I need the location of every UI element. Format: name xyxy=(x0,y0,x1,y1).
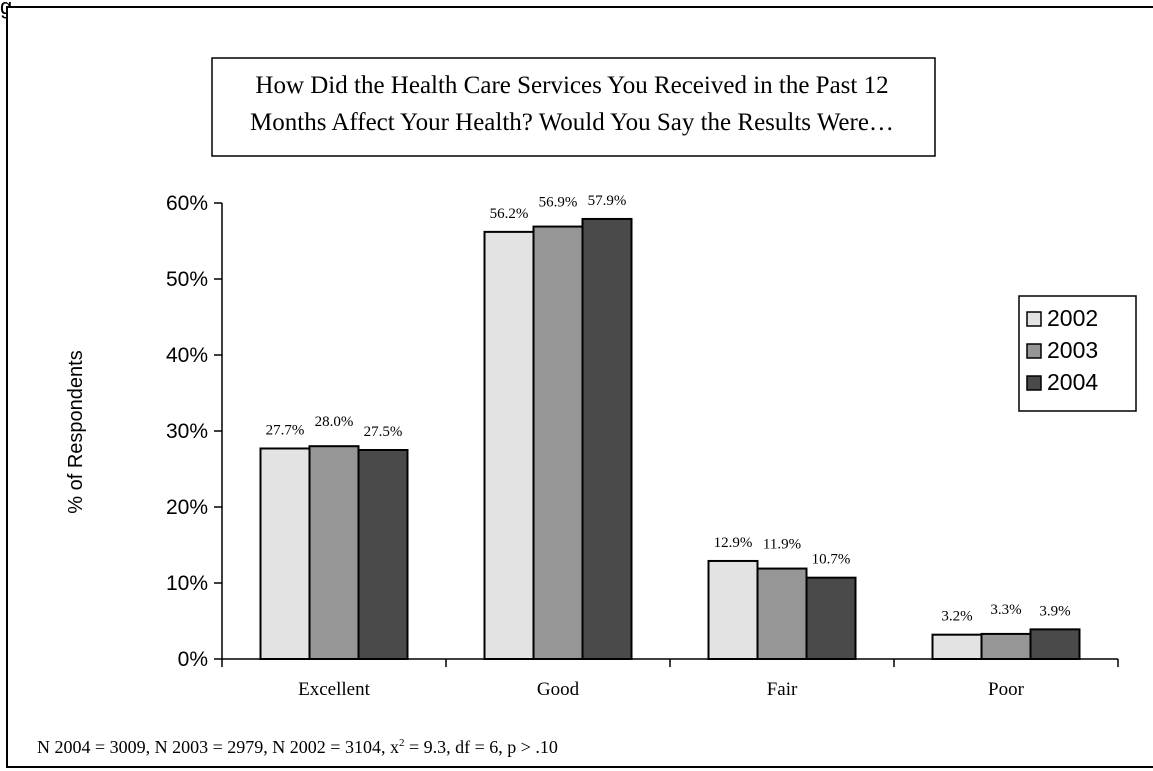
bar-2003-fair xyxy=(756,567,808,660)
y-ticks: 0% 10% 20% 30% 40% 50% 60% xyxy=(166,192,222,671)
y-tick-label: 10% xyxy=(166,572,208,595)
data-label: 3.3% xyxy=(990,602,1021,618)
legend-swatch-2002 xyxy=(1026,311,1042,327)
footnote-part-1: N 2004 = 3009, N 2003 = 2979, N 2002 = 3… xyxy=(37,737,399,757)
bar-2002-good xyxy=(483,230,535,660)
data-label: 27.7% xyxy=(266,422,305,438)
data-label: 3.2% xyxy=(941,609,972,625)
bar-2002-fair xyxy=(707,559,759,661)
legend-label: 2002 xyxy=(1047,305,1098,331)
footnote-superscript: 2 xyxy=(399,737,405,749)
x-category-label: Fair xyxy=(767,679,798,700)
y-tick-label: 50% xyxy=(166,268,208,291)
x-category-label: Good xyxy=(537,679,580,700)
chart-title-line-2: Months Affect Your Health? Would You Say… xyxy=(250,109,894,136)
data-label: 57.9% xyxy=(588,193,627,209)
bar-2003-poor xyxy=(980,632,1032,660)
data-label: 27.5% xyxy=(364,424,403,440)
x-ticks xyxy=(221,659,1119,667)
legend-swatch-2003 xyxy=(1026,343,1042,359)
data-label: 56.9% xyxy=(539,195,578,211)
legend-label: 2004 xyxy=(1047,369,1098,395)
x-labels: Excellent Good Fair Poor xyxy=(298,679,1024,700)
data-label: 28.0% xyxy=(315,414,354,430)
footnote-part-2: = 9.3, df = 6, p > .10 xyxy=(404,737,557,757)
y-tick-label: 0% xyxy=(178,648,208,671)
bar-2004-fair xyxy=(805,576,857,660)
bar-2004-good xyxy=(581,217,633,661)
data-label: 12.9% xyxy=(714,535,753,551)
bar-labels: 27.7% 28.0% 27.5% 56.2% 56.9% 57.9% 12.9% 11.9%… xyxy=(266,193,1071,625)
y-tick-label: 40% xyxy=(166,344,208,367)
bars xyxy=(259,217,1081,661)
x-category-label: Poor xyxy=(988,679,1025,700)
x-category-label: Excellent xyxy=(298,679,370,700)
legend-label: 2003 xyxy=(1047,337,1098,363)
bar-2002-poor xyxy=(931,633,983,660)
y-axis-label: % of Respondents xyxy=(65,350,87,513)
legend: 2002 2003 2004 xyxy=(1026,305,1098,395)
data-label: 10.7% xyxy=(812,552,851,568)
bar-2004-poor xyxy=(1029,628,1081,660)
bar-2003-excellent xyxy=(308,445,360,661)
y-tick-label: 20% xyxy=(166,496,208,519)
title-box xyxy=(211,57,936,157)
data-label: 56.2% xyxy=(490,206,529,222)
y-tick-label: 30% xyxy=(166,420,208,443)
bar-2003-good xyxy=(532,225,584,660)
chart-title-line-1: How Did the Health Care Services You Rec… xyxy=(255,72,888,99)
y-tick-label: 60% xyxy=(166,192,208,215)
data-label: 11.9% xyxy=(763,537,801,553)
bar-2002-excellent xyxy=(259,447,311,661)
data-label: 3.9% xyxy=(1039,603,1070,619)
legend-swatch-2004 xyxy=(1026,375,1042,391)
bar-2004-excellent xyxy=(357,449,409,660)
footnote: N 2004 = 3009, N 2003 = 2979, N 2002 = 3… xyxy=(37,737,558,757)
